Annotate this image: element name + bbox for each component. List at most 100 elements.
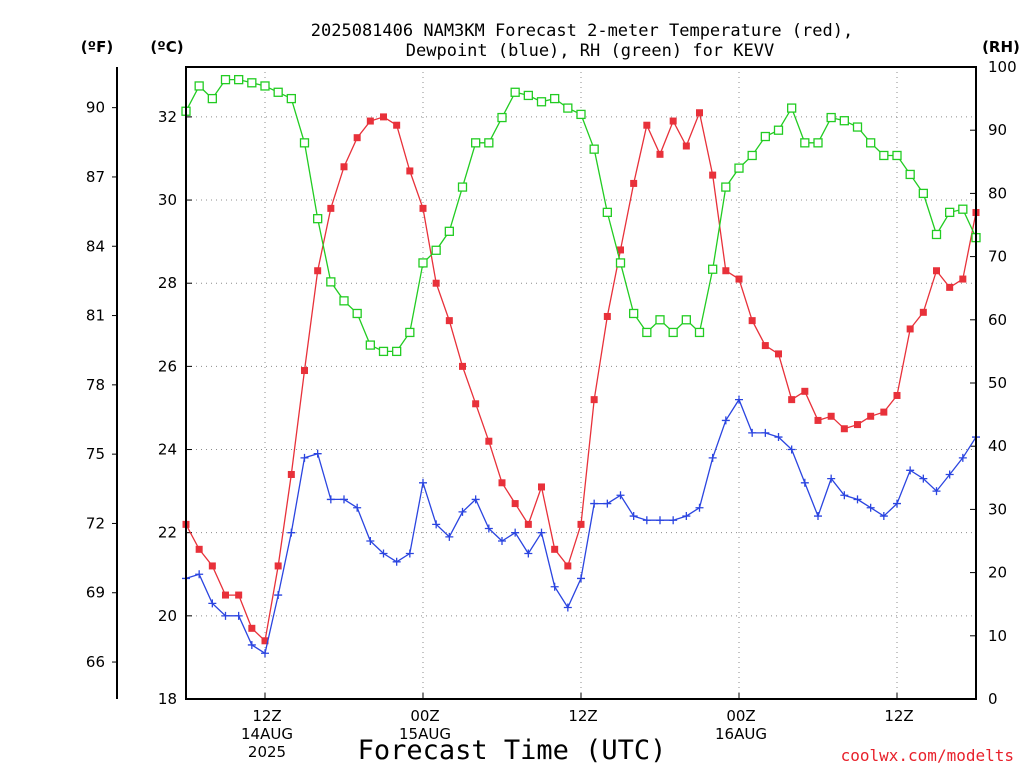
temperature-point: [775, 350, 782, 358]
rh-point: [484, 138, 494, 148]
rh-axis: 0 10 20 30 40 50 60 70 80 90 100: [970, 58, 1017, 708]
dewpoint-point: [445, 532, 454, 541]
rh-point: [365, 340, 375, 350]
temperature-point: [222, 591, 229, 599]
temperature-point: [827, 412, 835, 420]
rh-point: [497, 112, 507, 123]
rh-point: [523, 90, 533, 101]
dewpoint-point: [537, 528, 546, 537]
rh-point: [905, 169, 915, 180]
dewpoint-point: [800, 478, 809, 487]
temperature-point: [682, 142, 690, 150]
dewpoint-point: [511, 528, 520, 537]
rh-point: [220, 74, 231, 85]
temperature-point: [617, 246, 624, 254]
temperature-line: [185, 110, 977, 643]
temperature-point: [643, 121, 651, 129]
x-tick-label: 15AUG: [399, 725, 451, 743]
fahrenheit-tick-label: 66: [86, 653, 105, 671]
temperature-point: [445, 317, 453, 325]
fahrenheit-tick-label: 69: [86, 584, 105, 602]
temperature-point: [814, 416, 822, 424]
rh-point: [931, 229, 942, 240]
rh-point: [339, 296, 349, 306]
rh-tick-label: 0: [988, 690, 998, 708]
rh-tick-label: 100: [988, 58, 1017, 76]
rh-point: [694, 327, 705, 338]
x-tick-label: 12Z: [568, 707, 597, 725]
rh-point: [247, 78, 257, 88]
rh-tick-label: 40: [988, 437, 1007, 455]
rh-point: [234, 74, 244, 85]
dewpoint-point: [458, 507, 467, 516]
rh-point: [787, 103, 797, 113]
dewpoint-point: [853, 495, 862, 504]
rh-point: [747, 150, 757, 161]
dewpoint-point: [419, 478, 427, 487]
rh-point: [313, 214, 323, 224]
dewpoint-point: [748, 428, 757, 437]
rh-point: [207, 93, 217, 104]
rh-point: [418, 258, 428, 268]
dewpoint-point: [814, 512, 822, 521]
x-tick-label: 00Z: [726, 707, 755, 725]
temperature-point: [419, 204, 427, 212]
rh-point: [194, 81, 204, 91]
dewpoint-point: [498, 537, 506, 545]
rh-point: [734, 163, 744, 173]
temperature-point: [946, 283, 954, 291]
temperature-point: [459, 362, 466, 370]
dewpoint-point: [261, 649, 269, 658]
dewpoint-point: [642, 516, 651, 525]
dewpoint-point: [247, 640, 256, 649]
rh-point: [286, 93, 296, 104]
dewpoint-point: [840, 491, 849, 500]
rh-point: [563, 103, 573, 113]
rh-point: [852, 122, 863, 132]
rh-point: [471, 138, 481, 148]
dewpoint-point: [208, 599, 217, 608]
temperature-point: [524, 520, 532, 528]
temperature-point: [854, 421, 861, 429]
temperature-point: [511, 500, 519, 508]
temperature-point: [485, 437, 493, 445]
rh-tick-label: 30: [988, 500, 1007, 518]
rh-point: [958, 204, 968, 214]
dewpoint-point: [221, 611, 230, 620]
fahrenheit-tick-label: 87: [86, 168, 105, 186]
dewpoint-point: [484, 524, 493, 533]
rh-unit-label: (RH): [982, 38, 1020, 56]
rh-point: [352, 308, 362, 319]
fahrenheit-unit-label: (ºF): [81, 38, 113, 56]
dewpoint-point: [695, 503, 704, 512]
rh-point: [721, 182, 731, 192]
celsius-tick-label: 30: [158, 191, 177, 209]
temperature-point: [498, 479, 506, 487]
fahrenheit-tick-label: 84: [86, 237, 105, 255]
temperature-point: [840, 425, 848, 433]
dewpoint-point: [524, 549, 533, 558]
temperature-point: [287, 470, 295, 478]
rh-tick-label: 50: [988, 374, 1007, 392]
temperature-point: [261, 637, 269, 645]
fahrenheit-tick-label: 72: [86, 514, 105, 532]
rh-tick-label: 70: [988, 248, 1007, 266]
dewpoint-point: [919, 474, 928, 483]
x-tick-label: 2025: [248, 743, 286, 761]
fahrenheit-axis: 66 69 72 75 78 81 84 87 90: [86, 67, 118, 699]
dewpoint-point: [287, 528, 296, 537]
dewpoint-point: [195, 570, 204, 579]
dewpoint-point: [669, 516, 678, 525]
rh-line: [185, 78, 977, 353]
dewpoint-point: [432, 520, 441, 529]
temperature-point: [208, 562, 216, 570]
dewpoint-point: [603, 499, 612, 508]
rh-point: [642, 327, 652, 338]
rh-point: [879, 150, 889, 161]
rh-point: [892, 150, 902, 161]
temperature-point: [314, 267, 322, 275]
rh-point: [760, 131, 770, 142]
temperature-point: [380, 113, 387, 121]
rh-point: [405, 327, 415, 338]
rh-point: [866, 138, 876, 148]
